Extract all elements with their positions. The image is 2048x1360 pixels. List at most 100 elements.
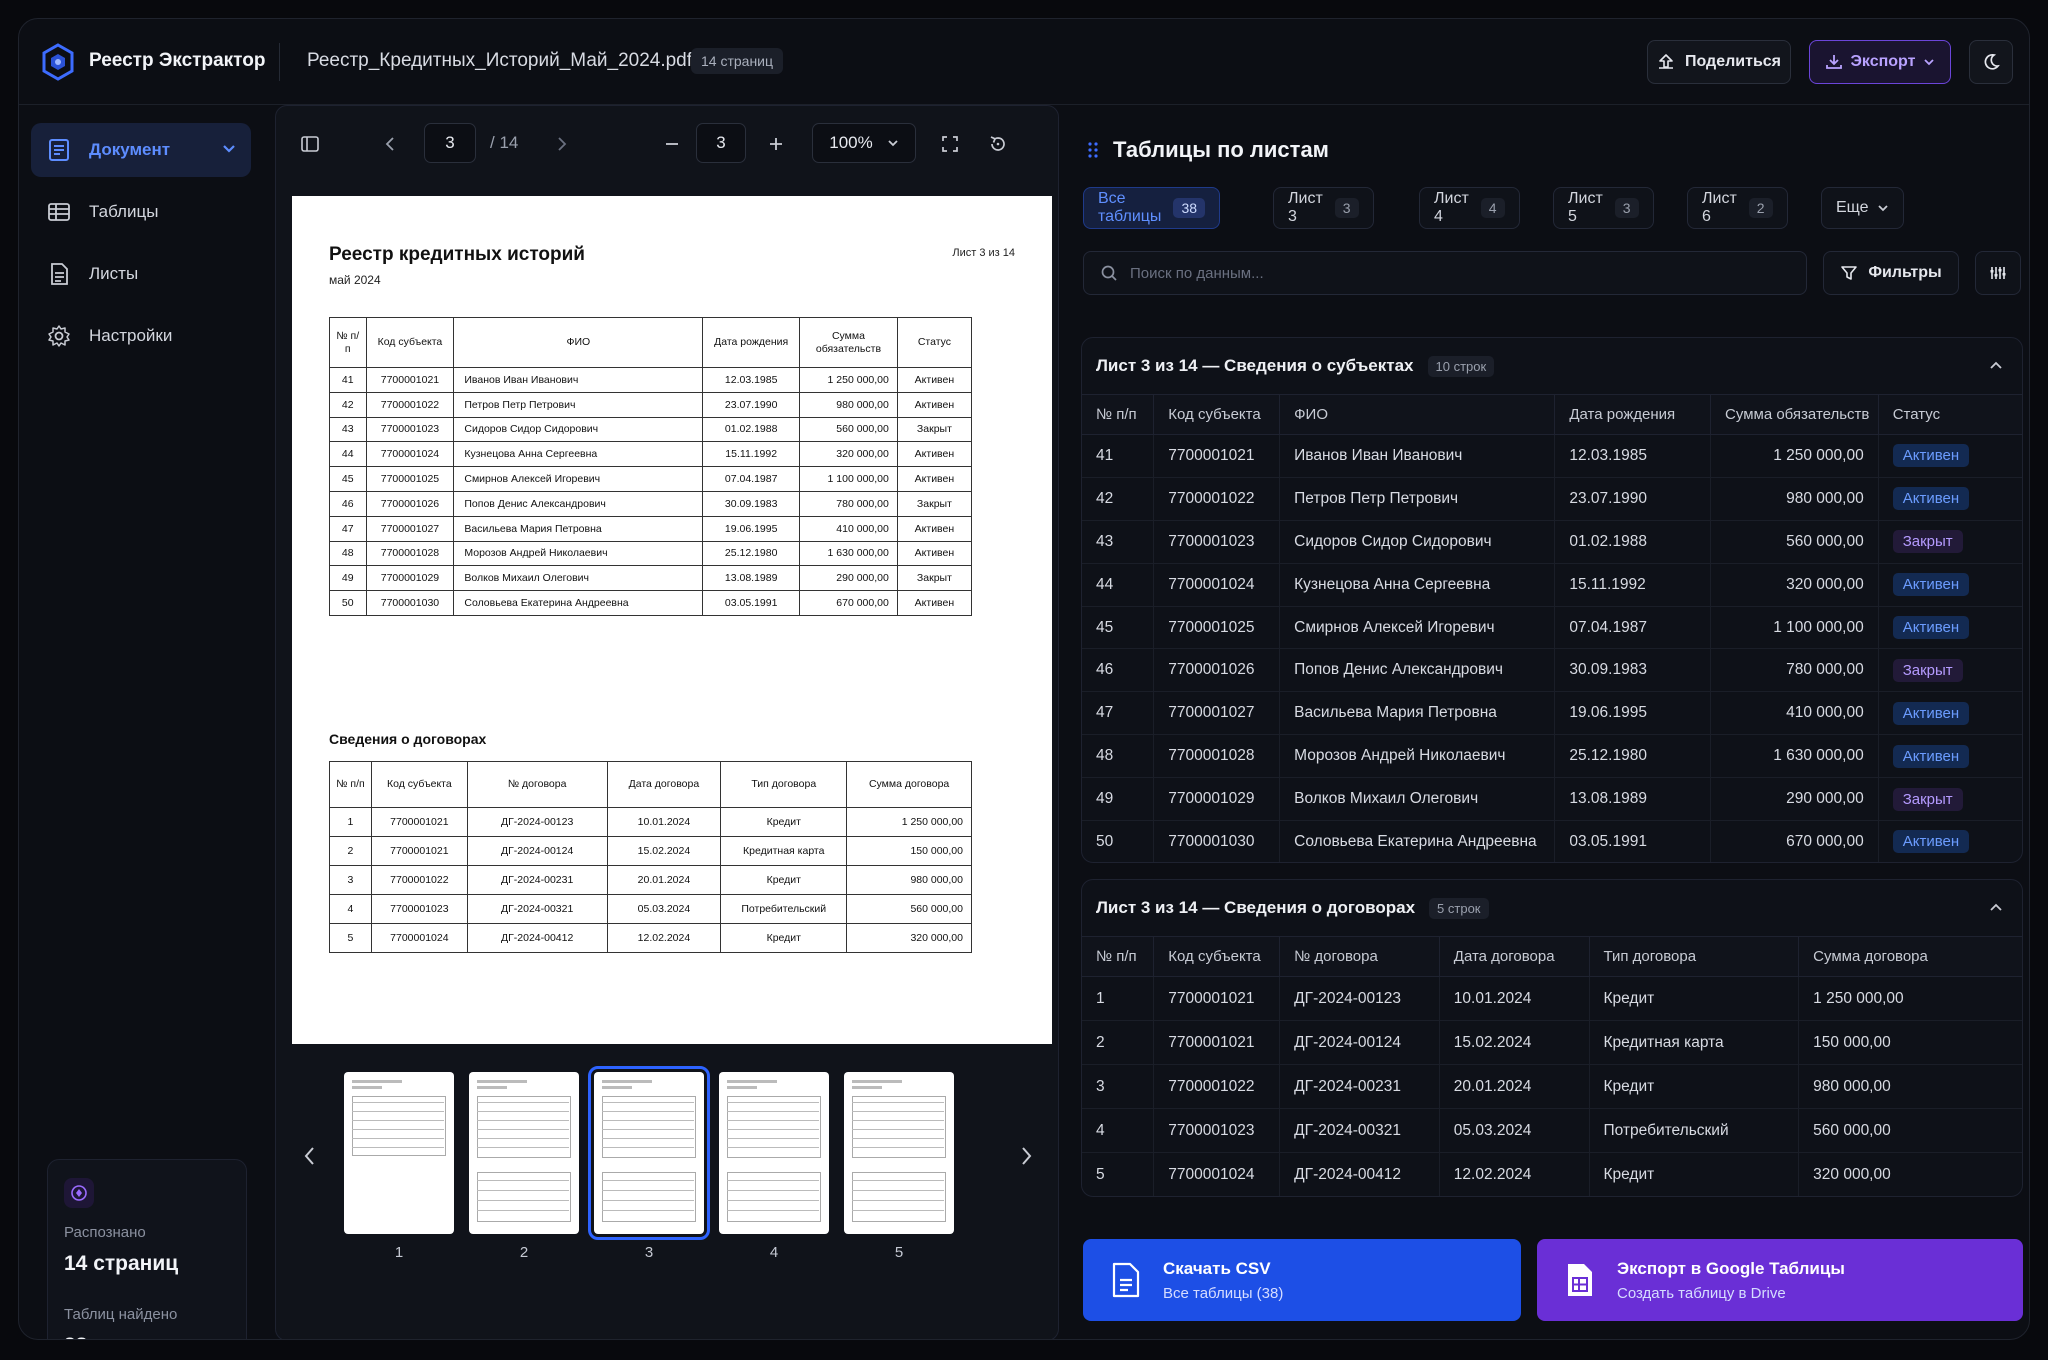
column-header[interactable]: ФИО [1279, 394, 1556, 435]
zoom-page-input[interactable]: 3 [696, 123, 746, 163]
status-badge: Активен [1892, 487, 1970, 511]
pdf-table-cell: Кредит [720, 923, 848, 953]
column-header[interactable]: Сумма договора [1798, 936, 2022, 977]
pdf-table-cell: 1 250 000,00 [846, 807, 972, 837]
theme-toggle-button[interactable] [1969, 40, 2013, 84]
filters-button[interactable]: Фильтры [1823, 251, 1959, 295]
tab-sheet-3[interactable]: Лист 3 3 [1273, 187, 1374, 229]
tab-sheet-6[interactable]: Лист 6 2 [1687, 187, 1788, 229]
columns-icon [1989, 264, 2007, 282]
sidebar-item-sheets[interactable]: Листы [31, 247, 251, 301]
prev-page-icon[interactable] [376, 130, 404, 158]
page-thumbnail[interactable] [844, 1072, 954, 1234]
table-cell: 43 [1082, 520, 1155, 564]
export-google-sheets-button[interactable]: Экспорт в Google Таблицы Создать таблицу… [1537, 1239, 2023, 1321]
table-cell: ДГ-2024-00124 [1279, 1020, 1440, 1065]
chevron-up-icon[interactable] [1988, 357, 2004, 373]
download-csv-button[interactable]: Скачать CSV Все таблицы (38) [1083, 1239, 1521, 1321]
thumbs-prev-icon[interactable] [302, 1144, 318, 1168]
search-input[interactable] [1130, 264, 1790, 282]
table-row[interactable]: 48 7700001028 Морозов Андрей Николаевич 25.… [1082, 734, 2022, 779]
table-row[interactable]: 50 7700001030 Соловьева Екатерина Андреевн… [1082, 820, 2022, 862]
pdf-table-cell: 7700001028 [365, 540, 455, 567]
rotate-icon[interactable] [984, 130, 1012, 158]
column-header[interactable]: № договора [1279, 936, 1440, 977]
zoom-select[interactable]: 100% [812, 123, 916, 163]
page-thumbnail[interactable] [469, 1072, 579, 1234]
filters-label: Фильтры [1868, 264, 1942, 281]
column-header[interactable]: № п/п [1082, 936, 1155, 977]
tab-all-tables[interactable]: Все таблицы 38 [1083, 187, 1221, 229]
table-cell: 1 [1082, 976, 1155, 1021]
column-header[interactable]: № п/п [1082, 394, 1155, 435]
thumbs-next-icon[interactable] [1018, 1144, 1034, 1168]
zoom-in-icon[interactable] [762, 130, 790, 158]
thumb-table [477, 1096, 571, 1158]
table-row[interactable]: 4 7700001023 ДГ-2024-00321 05.03.2024 Потреб… [1082, 1108, 2022, 1153]
chevron-up-icon[interactable] [1988, 899, 2004, 915]
pdf-table-cell: 50 [329, 590, 367, 616]
tab-sheet-5[interactable]: Лист 5 3 [1553, 187, 1654, 229]
table-row[interactable]: 42 7700001022 Петров Петр Петрович 23.07.19… [1082, 477, 2022, 521]
pdf-table-row: 46 7700001026 Попов Денис Александрович 30.… [329, 490, 973, 517]
table-row[interactable]: 44 7700001024 Кузнецова Анна Сергеевна 15.1… [1082, 563, 2022, 607]
page-thumbnail[interactable] [588, 1066, 710, 1240]
logo-icon [41, 43, 75, 81]
tab-label: Лист 6 [1702, 190, 1737, 225]
pdf-table-cell: 15.02.2024 [606, 836, 722, 866]
column-header[interactable]: Тип договора [1589, 936, 1800, 977]
column-header[interactable]: Код субъекта [1153, 936, 1281, 977]
sidebar-item-document[interactable]: Документ [31, 123, 251, 177]
export-button[interactable]: Экспорт [1809, 40, 1951, 84]
tab-sheet-4[interactable]: Лист 4 4 [1419, 187, 1520, 229]
pdf-table-cell: 25.12.1980 [702, 540, 801, 567]
sidebar-item-settings[interactable]: Настройки [31, 309, 251, 363]
table-cell: 4 [1082, 1108, 1155, 1153]
sheets-icon [47, 262, 71, 286]
pdf-table-cell: 7700001021 [365, 367, 455, 393]
table-row[interactable]: 43 7700001023 Сидоров Сидор Сидорович 01.02… [1082, 520, 2022, 564]
column-header[interactable]: Код субъекта [1153, 394, 1281, 435]
zoom-level: 100% [829, 133, 873, 152]
pdf-table-cell: Закрыт [896, 490, 973, 517]
thumbnail-strip: 1 2 3 4 5 [276, 1064, 1058, 1284]
sidebar-item-tables[interactable]: Таблицы [31, 185, 251, 239]
sidebar-toggle-icon[interactable] [296, 130, 324, 158]
table-row[interactable]: 49 7700001029 Волков Михаил Олегович 13.08.… [1082, 777, 2022, 822]
table-cell: 320 000,00 [1710, 563, 1879, 607]
pdf-table-cell: ДГ-2024-00124 [466, 836, 608, 866]
column-header[interactable]: Сумма обязательств [1710, 394, 1879, 435]
table-row[interactable]: 2 7700001021 ДГ-2024-00124 15.02.2024 Кредит… [1082, 1020, 2022, 1065]
page-input[interactable]: 3 [424, 123, 476, 163]
fullscreen-icon[interactable] [936, 130, 964, 158]
pdf-table-cell: 47 [329, 515, 367, 542]
chevron-down-icon [1877, 202, 1889, 214]
status-badge: Закрыт [1892, 787, 1963, 811]
next-page-icon[interactable] [548, 130, 576, 158]
table-row[interactable]: 41 7700001021 Иванов Иван Иванович 12.03.19… [1082, 434, 2022, 478]
pdf-header-cell: № договора [466, 761, 608, 808]
column-header[interactable]: Дата рождения [1554, 394, 1712, 435]
table-cell: 7700001028 [1153, 734, 1281, 779]
table-cell: Активен [1878, 734, 2022, 779]
pdf-table-row: 3 7700001022 ДГ-2024-00231 20.01.2024 Кредит… [329, 865, 972, 895]
table-cell: 980 000,00 [1710, 477, 1879, 521]
columns-button[interactable] [1975, 251, 2021, 295]
column-header[interactable]: Статус [1878, 394, 2022, 435]
table-row[interactable]: 45 7700001025 Смирнов Алексей Игоревич 07.0… [1082, 606, 2022, 650]
page-thumbnail[interactable] [719, 1072, 829, 1234]
pdf-header-cell: Сумма договора [846, 761, 972, 808]
table-row[interactable]: 1 7700001021 ДГ-2024-00123 10.01.2024 Кредит… [1082, 976, 2022, 1021]
page-thumbnail[interactable] [344, 1072, 454, 1234]
table-row[interactable]: 46 7700001026 Попов Денис Александрович 30.… [1082, 648, 2022, 693]
drag-handle-icon[interactable] [1087, 141, 1099, 159]
table-row[interactable]: 5 7700001024 ДГ-2024-00412 12.02.2024 Кредит… [1082, 1152, 2022, 1196]
column-header[interactable]: Дата договора [1439, 936, 1590, 977]
table-row[interactable]: 3 7700001022 ДГ-2024-00231 20.01.2024 Кредит… [1082, 1064, 2022, 1109]
share-button[interactable]: Поделиться [1647, 40, 1791, 84]
pdf-table-row: 41 7700001021 Иванов Иван Иванович 12.03.19… [329, 367, 973, 393]
table-row[interactable]: 47 7700001027 Васильева Мария Петровна 19.0… [1082, 691, 2022, 736]
tab-more[interactable]: Еще [1821, 187, 1904, 229]
zoom-out-icon[interactable] [658, 130, 686, 158]
